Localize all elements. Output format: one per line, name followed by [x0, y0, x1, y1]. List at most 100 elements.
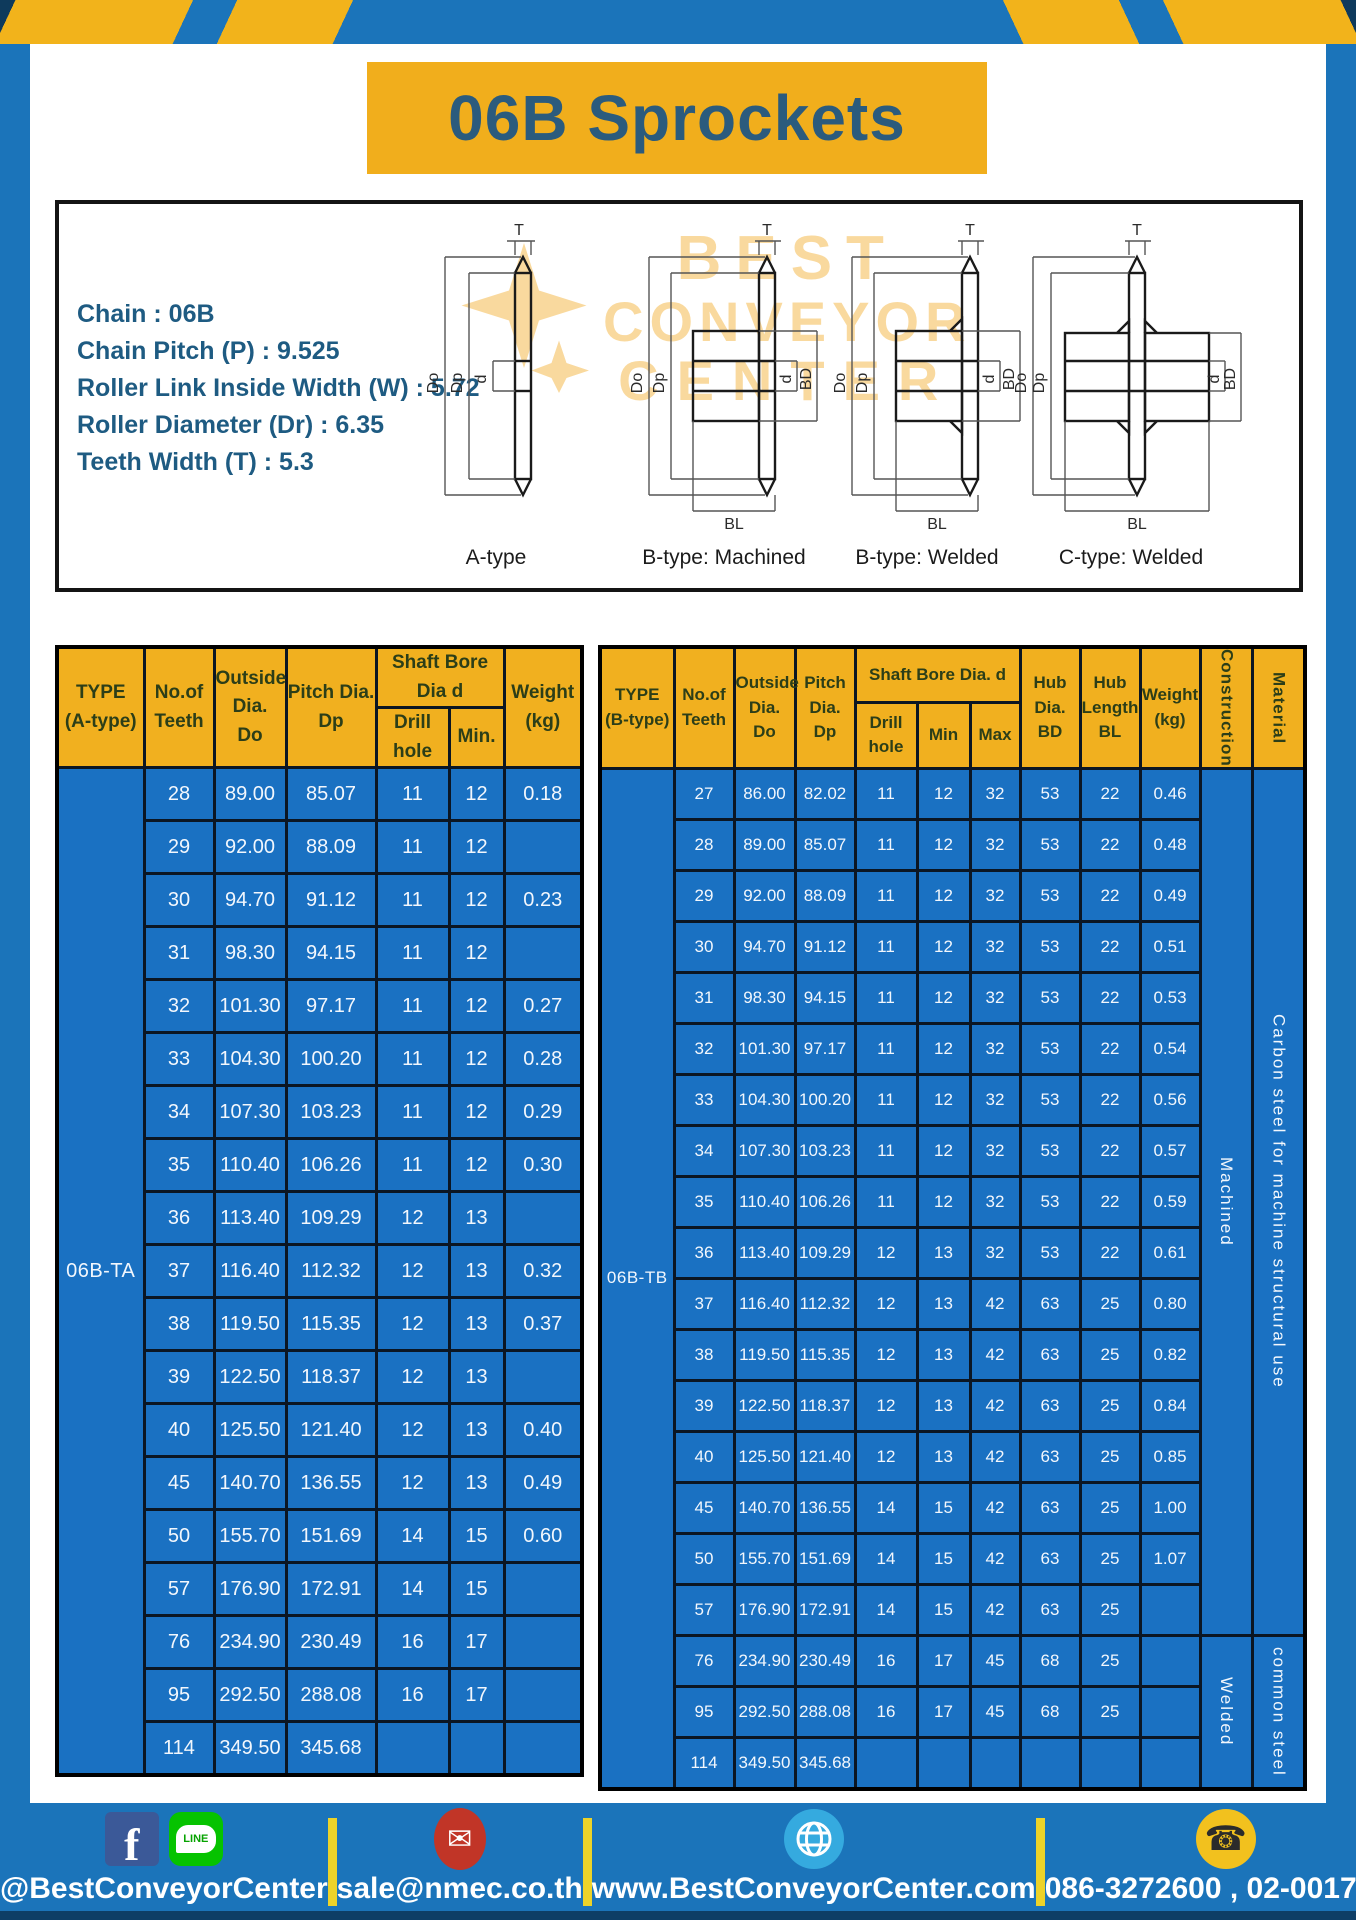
table-b-cell: 103.23	[793, 1123, 857, 1178]
table-b-cell: 32	[968, 1021, 1022, 1076]
table-a-cell: 12	[447, 1084, 506, 1140]
table-a-cell: 15	[447, 1561, 506, 1617]
table-a-cell: 12	[447, 1031, 506, 1087]
table-b-cell: 32	[968, 1072, 1022, 1127]
table-a-cell: 11	[374, 978, 451, 1034]
table-b-cell: 63	[1018, 1327, 1082, 1382]
table-b-cell: 63	[1018, 1531, 1082, 1586]
social-icons: f LINE	[104, 1808, 223, 1870]
header-min-a: Min.	[447, 706, 506, 769]
table-a-cell: 0.28	[502, 1031, 584, 1087]
svg-text:d: d	[1206, 375, 1223, 384]
table-b-cell	[853, 1735, 919, 1791]
table-b-cell: 349.50	[732, 1735, 797, 1791]
table-b-material-cell: common steel	[1250, 1633, 1307, 1791]
table-b-cell: 0.51	[1138, 919, 1202, 974]
table-a-cell: 94.70	[212, 872, 288, 928]
mail-icon: ✉	[433, 1808, 486, 1870]
table-a-cell: 94.15	[284, 925, 378, 981]
table-a-cell: 0.29	[502, 1084, 584, 1140]
table-b-type: TYPE (B-type) No.of Teeth Outside Dia. D…	[598, 645, 1307, 1791]
table-a-cell: 121.40	[284, 1402, 378, 1458]
table-b-cell: 63	[1018, 1378, 1082, 1433]
table-b-cell: 68	[1018, 1633, 1082, 1688]
table-b-cell: 12	[915, 919, 972, 974]
table-a-cell: 12	[447, 766, 506, 822]
footer-email: ✉ sale@nmec.co.th	[337, 1803, 583, 1920]
table-b-cell: 22	[1078, 919, 1142, 974]
table-a-cell: 110.40	[212, 1137, 288, 1193]
spec-teeth-width: Teeth Width (T) : 5.3	[77, 448, 314, 476]
table-b-cell: 22	[1078, 868, 1142, 923]
table-a-cell: 89.00	[212, 766, 288, 822]
table-a-cell: 16	[374, 1667, 451, 1723]
table-b-cell: 288.08	[793, 1684, 857, 1739]
table-b-cell: 116.40	[732, 1276, 797, 1331]
header-teeth-a: No.of Teeth	[142, 645, 216, 769]
table-b-cell: 22	[1078, 1123, 1142, 1178]
table-a-cell: 176.90	[212, 1561, 288, 1617]
table-a-cell: 12	[447, 819, 506, 875]
table-b-cell: 32	[968, 1225, 1022, 1280]
table-a-cell: 45	[142, 1455, 216, 1511]
table-a-cell: 100.20	[284, 1031, 378, 1087]
table-a-cell: 30	[142, 872, 216, 928]
table-b-cell: 63	[1018, 1480, 1082, 1535]
table-b-cell: 101.30	[732, 1021, 797, 1076]
table-b-cell: 22	[1078, 1174, 1142, 1229]
table-b-cell: 113.40	[732, 1225, 797, 1280]
table-b-cell: 86.00	[732, 766, 797, 821]
table-b-cell: 32	[968, 1123, 1022, 1178]
table-b-cell: 53	[1018, 919, 1082, 974]
table-b-cell	[968, 1735, 1022, 1791]
table-b-cell: 17	[915, 1633, 972, 1688]
table-a-cell: 15	[447, 1508, 506, 1564]
table-a-cell: 106.26	[284, 1137, 378, 1193]
table-b-cell: 22	[1078, 970, 1142, 1025]
table-b-cell: 176.90	[732, 1582, 797, 1637]
table-a-cell: 12	[374, 1349, 451, 1405]
table-b-cell: 13	[915, 1276, 972, 1331]
svg-text:Dp: Dp	[854, 373, 871, 394]
svg-text:Do: Do	[832, 373, 849, 394]
table-b-cell: 22	[1078, 1072, 1142, 1127]
table-b-cell: 12	[853, 1327, 919, 1382]
table-b-cell: 16	[853, 1684, 919, 1739]
facebook-icon: f	[104, 1812, 159, 1867]
phone-glyph: ☎	[1204, 1820, 1247, 1858]
table-a-cell: 32	[142, 978, 216, 1034]
table-a-cell: 11	[374, 925, 451, 981]
table-b-cell: 53	[1018, 766, 1082, 821]
table-b-cell: 0.59	[1138, 1174, 1202, 1229]
table-a-cell: 36	[142, 1190, 216, 1246]
table-a-cell: 33	[142, 1031, 216, 1087]
svg-text:T: T	[514, 222, 524, 239]
table-b-cell: 76	[672, 1633, 736, 1688]
table-a-cell: 35	[142, 1137, 216, 1193]
table-a-cell	[502, 1720, 584, 1777]
table-a-cell: 76	[142, 1614, 216, 1670]
table-a-cell: 13	[447, 1243, 506, 1299]
spec-pitch: Chain Pitch (P) : 9.525	[77, 337, 340, 365]
table-b-cell: 53	[1018, 1123, 1082, 1178]
table-b-construction-cell: Machined	[1198, 766, 1254, 1637]
table-a-cell: 155.70	[212, 1508, 288, 1564]
footer-divider	[582, 1817, 592, 1906]
table-a-cell: 13	[447, 1402, 506, 1458]
website-text: www.BestConveyorCenter.com	[591, 1872, 1036, 1905]
line-label: LINE	[183, 1833, 209, 1845]
table-b-cell: 234.90	[732, 1633, 797, 1688]
table-a-cell: 136.55	[284, 1455, 378, 1511]
table-a-cell	[502, 819, 584, 875]
svg-text:d: d	[473, 375, 490, 384]
table-a-cell: 39	[142, 1349, 216, 1405]
table-b-cell: 42	[968, 1327, 1022, 1382]
table-b-cell: 15	[915, 1480, 972, 1535]
table-b-cell: 40	[672, 1429, 736, 1484]
table-a-cell: 37	[142, 1243, 216, 1299]
table-b-cell: 94.70	[732, 919, 797, 974]
table-b-cell: 1.00	[1138, 1480, 1202, 1535]
diagram-panel: BEST CONVEYOR CENTER Chain : 06B Chain P…	[55, 200, 1303, 592]
table-a-cell: 11	[374, 1031, 451, 1087]
diagram-label-b-machined: B-type: Machined	[642, 546, 806, 569]
